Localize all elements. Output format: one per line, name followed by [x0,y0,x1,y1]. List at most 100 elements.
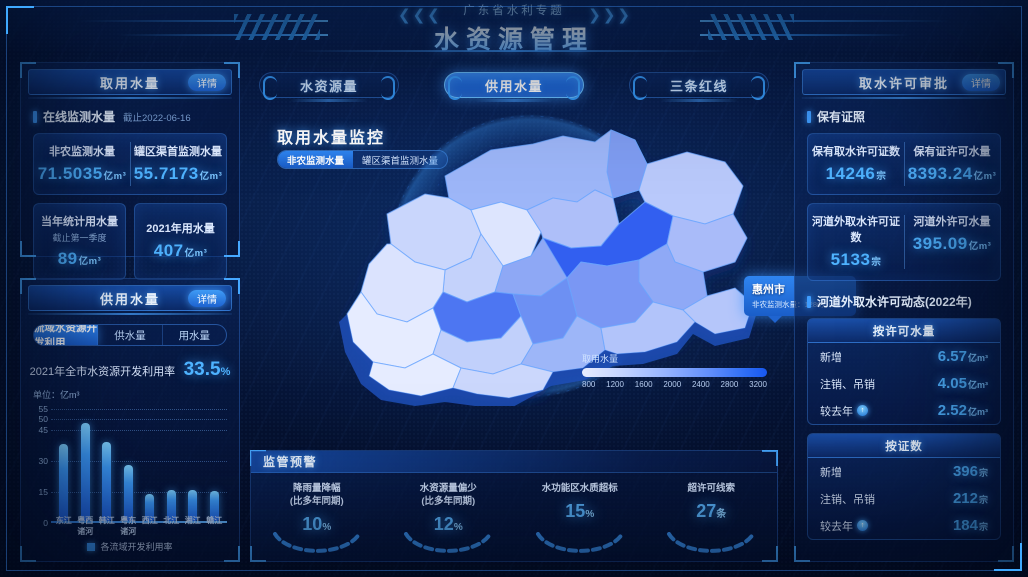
table-row-value: 396宗 [952,463,988,480]
detail-button[interactable]: 详情 [188,74,226,91]
kpi-card-monitoring: 非农监测水量 71.5035亿m³ 罐区渠首监测水量 55.7173亿m³ [33,133,227,195]
chart-bar[interactable] [209,490,219,521]
panel-title: 取用水量 [99,75,160,91]
header-bar [0,0,1028,52]
chart-x-tick: 赣江 [206,516,223,525]
table-row-label: 较去年 ↑ [820,403,868,419]
map-legend-tick: 2400 [691,380,710,389]
table-row: 较去年 ↑ 2.52亿m³ [808,397,1000,424]
map-legend-tick: 2000 [663,380,682,389]
nav-tab-supply-usage[interactable]: 供用水量 [444,72,584,102]
map-extrusion-base [339,304,757,406]
table-row-label: 注销、吊销 [820,493,875,506]
section-held-permits: 保有证照 [807,108,1013,125]
section-label: 在线监测水量 [43,110,116,124]
kpi-nonagri-monitored: 非农监测水量 71.5035亿m³ [34,134,130,194]
map-toggle-nonagri[interactable]: 非农监测水量 [278,151,354,168]
detail-button[interactable]: 详情 [188,290,226,307]
up-arrow-icon: ↑ [857,520,868,531]
map-legend-tick: 3200 [749,380,767,389]
warning-title-bar: 监管预警 [251,451,777,473]
warning-item[interactable]: 水功能区水质超标 15% [514,473,646,563]
rate-unit: % [220,366,231,378]
kpi-canal-head-monitored: 罐区渠首监测水量 55.7173亿m³ [130,134,226,194]
chart-bar[interactable] [123,465,133,521]
nav-tab-water-resources[interactable]: 水资源量 [259,72,399,102]
chart-bar-wrap [96,409,118,521]
table-row: 新增 6.57亿m³ [808,343,1000,370]
map-regions [346,129,754,399]
chart-bar[interactable] [188,489,198,521]
chart-y-tick: 0 [43,518,48,528]
kpi-unit: 亿m³ [78,256,102,267]
table-row-label: 新增 [820,466,842,479]
map-legend-tick: 800 [582,380,596,389]
chart-gridline [51,460,227,462]
map-legend-tick: 1600 [634,380,653,389]
up-arrow-icon: ↑ [857,405,868,416]
chart-x-axis [51,521,227,523]
page-title: 水资源管理 [334,20,694,56]
chart-bar[interactable] [102,442,112,521]
warning-item[interactable]: 超许可线索 27条 [646,473,778,563]
chart-bar-wrap [139,409,161,521]
map-metric-toggle: 非农监测水量 罐区渠首监测水量 [277,150,449,169]
chart-gridline [51,409,227,411]
chart-x-tick: 粤东诸河 [120,516,137,536]
table-row-value: 4.05亿m³ [937,375,988,392]
warning-arc-decor [667,532,756,553]
tab-usage-volume[interactable]: 用水量 [178,329,211,342]
warning-item-value: 27条 [696,500,727,521]
warning-item-value: 10% [302,513,332,534]
legend-label: 各流域开发利用率 [100,542,173,552]
warning-item[interactable]: 降雨量降幅 (比多年同期) 10% [251,473,383,563]
chart-y-tick: 55 [38,404,48,415]
section-label: 保有证照 [817,110,866,124]
chart-gridline [51,419,227,421]
warning-arc-decor [535,532,624,553]
panel-regulatory-warning: 监管预警 降雨量降幅 (比多年同期) 10% 水资源量偏少 (比多年同期) 12% 水功能区… [250,450,778,562]
chart-x-tick: 湘江 [184,516,201,525]
chart-bar-wrap [75,409,97,521]
kpi-held-permit-count: 保有取水许可证数 14246宗 [808,134,904,194]
tab-basin-development[interactable]: 流域水资源开发利用 [34,324,99,346]
panel-title-bar: 供用水量 详情 [28,285,232,311]
table-row: 注销、吊销 212宗 [808,485,1000,512]
guangdong-choropleth-map[interactable] [295,106,765,406]
legend-swatch [87,542,96,551]
warning-item[interactable]: 水资源量偏少 (比多年同期) 12% [383,473,515,563]
kpi-offstream-permit-volume: 河道外许可水量 395.09亿m³ [904,204,1000,280]
kpi-2021-usage: 2021年用水量 407亿m³ [135,204,226,271]
kpi-label: 保有取水许可证数 [812,146,900,158]
chart-bar[interactable] [59,444,69,521]
table-row-label: 注销、吊销 [820,378,875,391]
chart-bar[interactable] [145,494,155,521]
nav-tab-three-red-lines[interactable]: 三条红线 [629,72,769,102]
chart-x-tick: 北江 [163,516,180,525]
table-row: 注销、吊销 4.05亿m³ [808,370,1000,397]
kpi-label: 当年统计用水量 [41,216,118,228]
table-row-value: 184宗 [952,517,988,534]
chart-bar[interactable] [166,489,176,521]
kpi-label: 罐区渠首监测水量 [134,146,222,158]
page-header: ❮ ❮ ❮ ❯ ❯ ❯ 广东省水利专题 水资源管理 [0,0,1028,66]
kpi-card-held-permits: 保有取水许可证数 14246宗 保有证许可水量 8393.24亿m³ [807,133,1001,195]
kpi-label: 河道外许可水量 [913,216,991,228]
section-online-monitoring: 在线监测水量 截止2022-06-16 [33,108,239,125]
kpi-value: 395.09 [912,234,968,253]
map-legend-tick: 1200 [606,380,624,389]
kpi-label: 2021年用水量 [146,223,215,235]
panel-supply-usage: 供用水量 详情 流域水资源开发利用 供水量 用水量 2021年全市水资源开发利用… [20,278,240,562]
warning-item-label: 水功能区水质超标 [541,483,618,494]
detail-button[interactable]: 详情 [962,74,1000,91]
header-subtitle: 广东省水利专题 [463,5,565,17]
kpi-value: 55.7173 [133,164,199,183]
kpi-unit: 亿m³ [973,171,997,182]
chart-bar[interactable] [80,422,90,521]
warning-item-value: 15% [565,500,595,521]
tab-supply-volume[interactable]: 供水量 [98,325,163,345]
kpi-value: 5133 [830,250,871,269]
section-offstream-dynamics: 河道外取水许可动态(2022年) [807,293,1013,310]
kpi-label: 非农监测水量 [49,146,115,158]
map-legend: 取用水量 800 1200 1600 2000 2400 2800 3200 [582,352,767,389]
